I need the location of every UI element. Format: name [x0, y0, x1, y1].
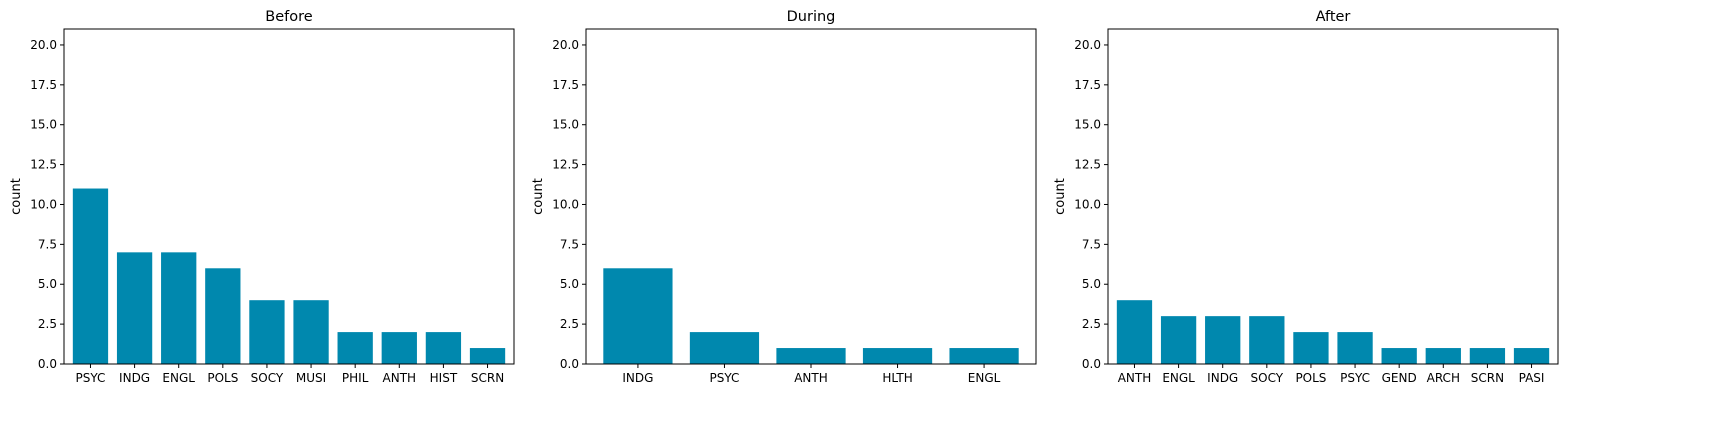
bar-pols [1293, 332, 1329, 364]
x-tick-label: PSYC [1340, 371, 1370, 385]
y-tick-label: 12.5 [1074, 158, 1101, 172]
bar-phil [337, 332, 373, 364]
chart-panel-after: After count 0.0 2.5 5.0 7.5 10.0 12.5 15.0 17.5… [1053, 9, 1559, 385]
y-tick-label: 7.5 [560, 237, 579, 251]
x-tick-label: SCRN [1471, 371, 1504, 385]
y-tick-label: 0.0 [1082, 357, 1101, 371]
x-tick-label: INDG [1207, 371, 1238, 385]
x-tick-label: PSYC [76, 371, 106, 385]
x-tick-label: ANTH [794, 371, 828, 385]
x-tick-label: SOCY [1251, 371, 1284, 385]
y-tick-label: 17.5 [1074, 78, 1101, 92]
y-axis-ticks: 0.0 2.5 5.0 7.5 10.0 12.5 15.0 17.5 20.0 [30, 38, 64, 371]
chart-title: During [787, 9, 836, 25]
y-axis-label: count [9, 178, 24, 215]
bar-engl [161, 252, 197, 364]
bar-engl [1160, 316, 1197, 364]
bar-anth [381, 332, 417, 364]
x-tick-label: MUSI [296, 371, 326, 385]
bar-psyc [1337, 332, 1373, 364]
bar-musi [293, 300, 329, 364]
x-tick-label: GEND [1382, 371, 1417, 385]
x-tick-label: ENGL [968, 371, 1001, 385]
y-tick-label: 15.0 [30, 118, 57, 132]
x-tick-label: INDG [622, 371, 653, 385]
y-tick-label: 17.5 [552, 78, 579, 92]
x-tick-label: SCRN [471, 371, 504, 385]
y-tick-label: 20.0 [1074, 38, 1101, 52]
x-tick-label: HIST [430, 371, 458, 385]
x-tick-label: PSYC [710, 371, 740, 385]
y-tick-label: 10.0 [552, 197, 579, 211]
bar-scrn [1469, 348, 1506, 364]
x-tick-label: ENGL [162, 371, 195, 385]
plot-frame [63, 28, 515, 365]
x-tick-label: ENGL [1162, 371, 1195, 385]
plot-frame [585, 28, 1037, 365]
chart-panel-during: During count 0.0 2.5 5.0 7.5 10.0 12.5 15.0 17.… [531, 9, 1037, 385]
y-tick-label: 10.0 [1074, 197, 1101, 211]
y-tick-label: 7.5 [38, 237, 57, 251]
y-axis-ticks: 0.0 2.5 5.0 7.5 10.0 12.5 15.0 17.5 20.0 [552, 38, 586, 371]
x-tick-label: POLS [1295, 371, 1326, 385]
bar-scrn [469, 348, 506, 364]
bars [72, 188, 506, 364]
bar-indg [116, 252, 153, 364]
y-tick-label: 10.0 [30, 197, 57, 211]
bar-psyc [72, 188, 109, 364]
y-tick-label: 2.5 [560, 317, 579, 331]
x-tick-label: ARCH [1427, 371, 1460, 385]
bars [603, 268, 1019, 364]
x-tick-label: ANTH [383, 371, 417, 385]
plot-frame [1107, 28, 1559, 365]
y-tick-label: 2.5 [38, 317, 57, 331]
y-tick-label: 0.0 [38, 357, 57, 371]
y-tick-label: 5.0 [560, 277, 579, 291]
bar-psyc [689, 332, 760, 364]
bars [1116, 300, 1550, 364]
x-axis-ticks: ANTH ENGL INDG SOCY POLS PSYC GEND ARCH SCRN PASI [1118, 364, 1545, 385]
y-tick-label: 5.0 [1082, 277, 1101, 291]
x-tick-label: INDG [119, 371, 150, 385]
y-axis-label: count [531, 178, 546, 215]
bar-anth [1116, 300, 1153, 364]
bar-indg [603, 268, 673, 364]
bar-hist [425, 332, 462, 364]
chart-title: After [1316, 9, 1351, 25]
y-tick-label: 20.0 [552, 38, 579, 52]
bar-arch [1425, 348, 1461, 364]
y-tick-label: 17.5 [30, 78, 57, 92]
y-tick-label: 0.0 [560, 357, 579, 371]
bar-pasi [1513, 348, 1550, 364]
bar-pols [205, 268, 241, 364]
x-axis-ticks: INDG PSYC ANTH HLTH ENGL [622, 364, 1001, 385]
y-tick-label: 12.5 [552, 158, 579, 172]
y-tick-label: 7.5 [1082, 237, 1101, 251]
x-tick-label: HLTH [882, 371, 912, 385]
chart-panel-before: Before count 0.0 2.5 5.0 7.5 10.0 12.5 15.0 17.… [9, 9, 515, 385]
y-tick-label: 12.5 [30, 158, 57, 172]
y-axis-label: count [1053, 178, 1068, 215]
x-tick-label: PASI [1519, 371, 1545, 385]
y-axis-ticks: 0.0 2.5 5.0 7.5 10.0 12.5 15.0 17.5 20.0 [1074, 38, 1108, 371]
bar-anth [776, 348, 846, 364]
bar-socy [249, 300, 285, 364]
y-tick-label: 15.0 [552, 118, 579, 132]
x-tick-label: PHIL [342, 371, 369, 385]
bar-hlth [862, 348, 933, 364]
x-tick-label: SOCY [251, 371, 284, 385]
y-tick-label: 2.5 [1082, 317, 1101, 331]
x-tick-label: ANTH [1118, 371, 1152, 385]
bar-socy [1249, 316, 1285, 364]
y-tick-label: 20.0 [30, 38, 57, 52]
bar-indg [1205, 316, 1241, 364]
y-tick-label: 5.0 [38, 277, 57, 291]
bar-gend [1381, 348, 1417, 364]
x-axis-ticks: PSYC INDG ENGL POLS SOCY MUSI PHIL ANTH HIST SCRN [76, 364, 504, 385]
bar-engl [949, 348, 1019, 364]
chart-title: Before [265, 9, 312, 25]
y-tick-label: 15.0 [1074, 118, 1101, 132]
x-tick-label: POLS [207, 371, 238, 385]
